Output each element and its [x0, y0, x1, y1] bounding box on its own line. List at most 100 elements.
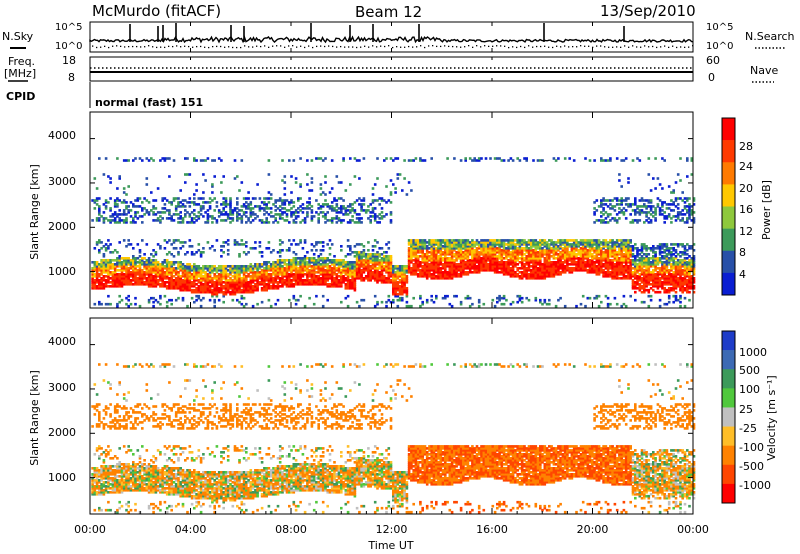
- power-cell: [319, 267, 323, 270]
- power-cell: [602, 209, 605, 212]
- power-cell: [362, 197, 366, 200]
- power-cell: [464, 296, 467, 300]
- power-cell: [138, 279, 142, 282]
- power-cell: [588, 269, 592, 272]
- power-cell: [344, 261, 348, 264]
- power-cell: [229, 269, 232, 272]
- power-cell: [145, 273, 149, 276]
- power-cell: [606, 241, 610, 244]
- power-cell: [165, 267, 169, 270]
- power-cell: [407, 243, 411, 246]
- power-cell: [328, 207, 332, 210]
- power-cell: [260, 269, 264, 272]
- power-cell: [125, 263, 128, 266]
- nave-label: Nave: [750, 64, 778, 77]
- power-cell: [111, 259, 115, 262]
- power-cell: [523, 243, 526, 246]
- power-cell: [226, 283, 230, 286]
- power-cell: [491, 265, 495, 268]
- power-cell: [609, 259, 612, 262]
- power-cell: [211, 269, 214, 272]
- power-cell: [238, 287, 241, 290]
- power-cell: [600, 221, 603, 224]
- power-cell: [274, 287, 277, 290]
- power-cell: [527, 253, 531, 256]
- power-cell: [516, 249, 519, 252]
- power-cell: [111, 219, 115, 222]
- nsearch-point: [512, 46, 514, 48]
- power-cell: [283, 175, 287, 178]
- power-cell: [360, 261, 363, 264]
- power-cell: [453, 261, 456, 264]
- power-cell: [222, 271, 225, 274]
- power-cell: [353, 211, 357, 214]
- power-cell: [568, 243, 571, 246]
- power-cell: [394, 281, 397, 284]
- power-cell: [618, 273, 621, 276]
- power-cell: [242, 277, 246, 280]
- power-cell: [109, 251, 112, 254]
- power-cell: [104, 249, 108, 252]
- power-cell: [606, 215, 610, 218]
- power-cell: [346, 213, 350, 216]
- power-cell: [586, 259, 590, 262]
- power-cell: [208, 285, 212, 288]
- power-cell: [618, 261, 621, 264]
- power-cell: [215, 219, 219, 222]
- power-cell: [464, 261, 467, 264]
- power-cell: [557, 269, 560, 272]
- power-cell: [455, 257, 458, 260]
- power-cell: [249, 275, 253, 278]
- power-cell: [360, 255, 363, 258]
- power-cell: [620, 185, 623, 188]
- nsearch-point: [572, 45, 574, 48]
- power-cell: [317, 219, 320, 222]
- power-cell: [132, 269, 135, 272]
- power-cell: [376, 281, 379, 284]
- power-cell: [482, 302, 486, 306]
- power-cell: [116, 213, 119, 216]
- power-cell: [330, 285, 334, 288]
- power-cell: [290, 285, 293, 288]
- nsearch-point: [192, 46, 194, 48]
- power-cell: [199, 255, 203, 258]
- power-cell: [310, 177, 314, 180]
- power-cell: [529, 269, 533, 272]
- power-cell: [428, 267, 431, 270]
- nsearch-point: [316, 45, 318, 48]
- power-cell: [545, 251, 549, 254]
- power-cell: [147, 213, 151, 216]
- power-cell: [233, 288, 237, 292]
- power-cell: [181, 199, 185, 202]
- power-cell: [423, 255, 427, 258]
- power-cell: [500, 253, 504, 256]
- power-cell: [249, 277, 253, 280]
- power-cell: [543, 259, 547, 262]
- power-cell: [450, 261, 454, 264]
- power-cell: [597, 205, 601, 208]
- power-cell: [276, 213, 280, 216]
- power-cell: [389, 179, 393, 182]
- nsearch-point: [368, 46, 370, 48]
- power-cell: [136, 281, 140, 284]
- power-cell: [376, 273, 379, 276]
- power-cell: [294, 211, 298, 214]
- power-cell: [179, 247, 182, 250]
- power-cell: [577, 261, 580, 264]
- power-cell: [179, 261, 182, 264]
- power-cell: [473, 249, 476, 252]
- power-cell: [432, 247, 436, 250]
- power-cell: [529, 247, 533, 250]
- power-cell: [245, 241, 248, 244]
- power-cell: [448, 249, 452, 252]
- power-cell: [624, 271, 628, 274]
- power-cell: [373, 257, 377, 260]
- power-cell: [93, 247, 97, 250]
- power-cell: [258, 265, 262, 268]
- power-cell: [613, 253, 617, 256]
- power-cell: [609, 199, 612, 202]
- power-cell: [600, 300, 603, 304]
- power-cell: [328, 285, 332, 288]
- power-cell: [588, 243, 592, 246]
- power-cell: [355, 255, 359, 258]
